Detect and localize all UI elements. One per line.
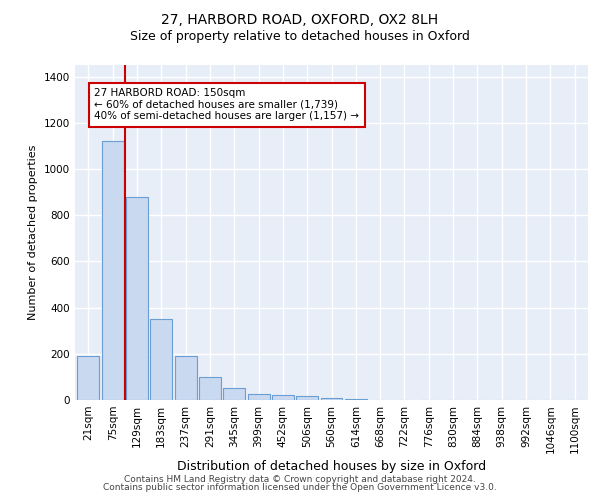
Bar — [248, 394, 269, 400]
X-axis label: Distribution of detached houses by size in Oxford: Distribution of detached houses by size … — [177, 460, 486, 473]
Text: Size of property relative to detached houses in Oxford: Size of property relative to detached ho… — [130, 30, 470, 43]
Bar — [102, 141, 124, 400]
Bar — [345, 399, 367, 400]
Bar — [126, 196, 148, 400]
Bar — [272, 396, 294, 400]
Bar — [199, 378, 221, 400]
Bar — [320, 398, 343, 400]
Text: Contains HM Land Registry data © Crown copyright and database right 2024.: Contains HM Land Registry data © Crown c… — [124, 474, 476, 484]
Text: 27, HARBORD ROAD, OXFORD, OX2 8LH: 27, HARBORD ROAD, OXFORD, OX2 8LH — [161, 12, 439, 26]
Bar — [77, 356, 100, 400]
Bar — [151, 319, 172, 400]
Bar — [223, 388, 245, 400]
Text: 27 HARBORD ROAD: 150sqm
← 60% of detached houses are smaller (1,739)
40% of semi: 27 HARBORD ROAD: 150sqm ← 60% of detache… — [94, 88, 359, 122]
Y-axis label: Number of detached properties: Number of detached properties — [28, 145, 38, 320]
Bar — [296, 396, 318, 400]
Bar — [175, 356, 197, 400]
Text: Contains public sector information licensed under the Open Government Licence v3: Contains public sector information licen… — [103, 484, 497, 492]
